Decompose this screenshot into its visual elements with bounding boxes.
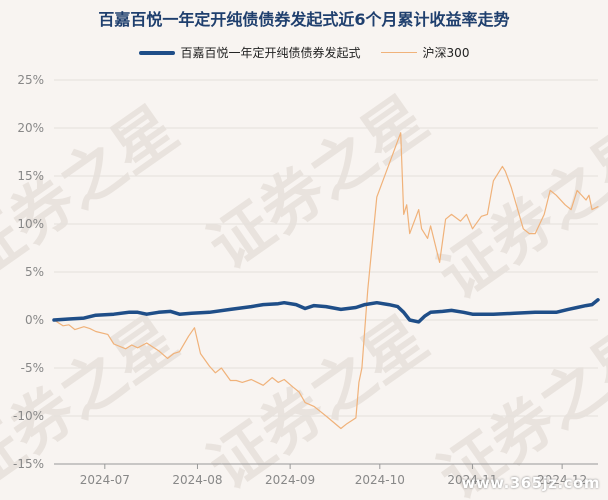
legend: 百嘉百悦一年定开纯债债券发起式 沪深300 — [0, 44, 608, 61]
y-tick-label: 0% — [25, 313, 44, 327]
x-tick-label: 2024-08 — [172, 473, 222, 487]
y-tick-label: 15% — [17, 169, 44, 183]
watermark-bg-text: 证券之星 — [425, 111, 608, 313]
y-tick-label: 20% — [17, 121, 44, 135]
series-line-index — [53, 132, 599, 430]
x-tick-label: 2024-07 — [80, 473, 130, 487]
y-tick-label: 10% — [17, 217, 44, 231]
y-tick-label: 25% — [17, 73, 44, 87]
legend-label-index: 沪深300 — [422, 46, 470, 60]
watermark-bg-text: 证券之星 — [195, 81, 440, 283]
y-tick-label: -15% — [13, 457, 44, 471]
x-tick-label: 2024-09 — [265, 473, 315, 487]
chart-title: 百嘉百悦一年定开纯债债券发起式近6个月累计收益率走势 — [98, 10, 510, 29]
legend-label-fund: 百嘉百悦一年定开纯债债券发起式 — [180, 46, 361, 60]
x-axis: 2024-07 2024-08 2024-09 2024-10 2024-11 2024-… — [54, 463, 598, 487]
y-axis: 25% 20% 15% 10% 5% 0% -5% -10% -15% — [13, 73, 44, 471]
legend-swatch-fund — [138, 50, 175, 55]
legend-item-index[interactable]: 沪深300 — [380, 44, 470, 61]
watermark-bg-text: 证券之星 — [195, 301, 440, 500]
series-line-fund — [52, 298, 600, 324]
x-tick-label: 2024-12 — [537, 473, 587, 487]
y-tick-label: 5% — [25, 265, 44, 279]
x-tick-label: 2024-11 — [447, 473, 497, 487]
series-layer — [52, 132, 600, 430]
y-tick-label: -5% — [21, 361, 44, 375]
legend-swatch-index — [380, 52, 417, 53]
watermark-bg-text: 证券之星 — [425, 311, 608, 500]
watermark-site: www.365jz.com — [461, 474, 600, 492]
y-tick-label: -10% — [13, 409, 44, 423]
x-tick-label: 2024-10 — [355, 473, 405, 487]
legend-item-fund[interactable]: 百嘉百悦一年定开纯债债券发起式 — [138, 44, 361, 61]
